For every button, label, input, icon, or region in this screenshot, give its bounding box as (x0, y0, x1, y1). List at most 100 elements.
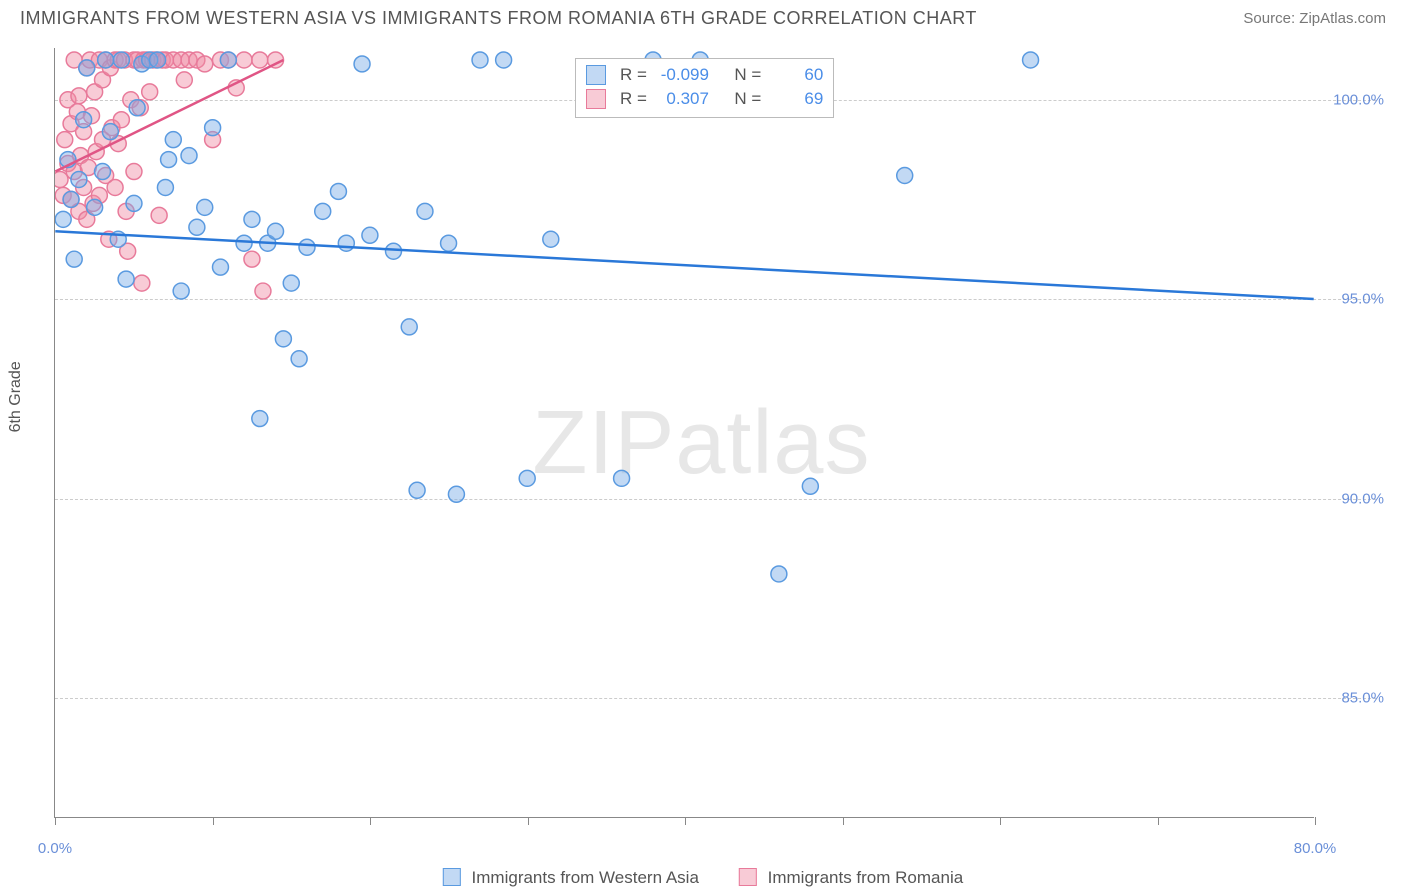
scatter-point (120, 243, 136, 259)
scatter-point (496, 52, 512, 68)
scatter-point (134, 56, 150, 72)
swatch-pink-icon (586, 89, 606, 109)
title-bar: IMMIGRANTS FROM WESTERN ASIA VS IMMIGRAN… (0, 0, 1406, 41)
scatter-point (255, 283, 271, 299)
scatter-point (117, 52, 133, 68)
source-prefix: Source: (1243, 10, 1299, 27)
x-tick (685, 817, 686, 825)
scatter-point (76, 112, 92, 128)
scatter-point (151, 207, 167, 223)
scatter-point (161, 152, 177, 168)
scatter-point (71, 171, 87, 187)
scatter-point (205, 132, 221, 148)
x-tick-label: 0.0% (38, 840, 72, 857)
scatter-point (63, 191, 79, 207)
trend-line (55, 231, 1313, 299)
scatter-point (330, 183, 346, 199)
stats-row-a: R = -0.099 N = 60 (586, 63, 823, 87)
y-tick-label: 100.0% (1333, 91, 1384, 108)
scatter-point (220, 52, 236, 68)
scatter-point (154, 52, 170, 68)
swatch-blue-icon (586, 65, 606, 85)
scatter-point (189, 219, 205, 235)
scatter-point (228, 80, 244, 96)
x-tick (528, 817, 529, 825)
scatter-point (472, 52, 488, 68)
scatter-point (771, 566, 787, 582)
source-attribution: Source: ZipAtlas.com (1243, 10, 1386, 27)
scatter-point (519, 470, 535, 486)
scatter-point (176, 72, 192, 88)
scatter-point (63, 191, 79, 207)
scatter-point (55, 187, 71, 203)
legend-item-a: Immigrants from Western Asia (443, 868, 699, 888)
scatter-point (236, 52, 252, 68)
scatter-point (409, 482, 425, 498)
scatter-point (244, 251, 260, 267)
y-tick-label: 95.0% (1341, 291, 1384, 308)
scatter-point (275, 331, 291, 347)
n-value-a: 60 (769, 65, 823, 85)
legend-label-b: Immigrants from Romania (768, 868, 964, 887)
r-prefix: R = (620, 65, 647, 85)
scatter-point (197, 199, 213, 215)
scatter-point (71, 88, 87, 104)
legend-item-b: Immigrants from Romania (739, 868, 963, 888)
scatter-point (126, 164, 142, 180)
scatter-point (417, 203, 433, 219)
scatter-point (173, 52, 189, 68)
scatter-point (95, 164, 111, 180)
scatter-point (79, 60, 95, 76)
r-value-b: 0.307 (655, 89, 709, 109)
scatter-point (129, 100, 145, 116)
x-tick (1315, 817, 1316, 825)
scatter-point (283, 275, 299, 291)
scatter-point (386, 243, 402, 259)
scatter-point (129, 52, 145, 68)
y-tick-label: 90.0% (1341, 490, 1384, 507)
swatch-blue-icon (443, 868, 461, 886)
scatter-point (448, 486, 464, 502)
scatter-point (82, 52, 98, 68)
scatter-point (173, 283, 189, 299)
scatter-point (268, 223, 284, 239)
x-tick (370, 817, 371, 825)
scatter-point (101, 231, 117, 247)
swatch-pink-icon (739, 868, 757, 886)
scatter-point (135, 52, 151, 68)
scatter-point (299, 239, 315, 255)
scatter-point (107, 179, 123, 195)
x-tick (1000, 817, 1001, 825)
scatter-point (95, 72, 111, 88)
watermark-thin: atlas (675, 392, 870, 492)
scatter-point (110, 52, 126, 68)
plot-region: ZIPatlas R = -0.099 N = 60 R = 0.307 N =… (54, 48, 1314, 818)
scatter-point (205, 120, 221, 136)
scatter-point (260, 235, 276, 251)
scatter-point (268, 52, 284, 68)
source-link[interactable]: ZipAtlas.com (1299, 10, 1386, 27)
scatter-point (98, 52, 114, 68)
n-prefix: N = (734, 65, 761, 85)
scatter-point (252, 52, 268, 68)
scatter-point (252, 411, 268, 427)
scatter-point (802, 478, 818, 494)
x-tick (55, 817, 56, 825)
scatter-point (60, 152, 76, 168)
scatter-point (220, 52, 236, 68)
scatter-point (362, 227, 378, 243)
stats-row-b: R = 0.307 N = 69 (586, 87, 823, 111)
scatter-overlay (55, 48, 1314, 817)
scatter-point (63, 116, 79, 132)
scatter-point (113, 112, 129, 128)
scatter-point (126, 195, 142, 211)
x-tick (1158, 817, 1159, 825)
scatter-point (55, 211, 71, 227)
scatter-point (157, 179, 173, 195)
scatter-point (291, 351, 307, 367)
scatter-point (441, 235, 457, 251)
scatter-point (79, 60, 95, 76)
stats-legend: R = -0.099 N = 60 R = 0.307 N = 69 (575, 58, 834, 118)
scatter-point (1023, 52, 1039, 68)
scatter-point (165, 52, 181, 68)
